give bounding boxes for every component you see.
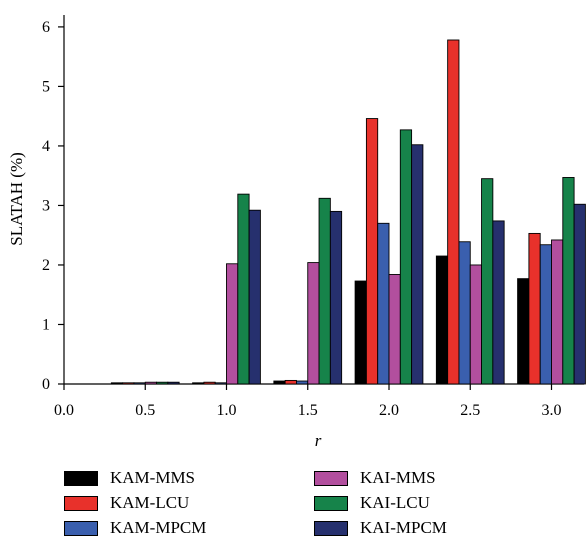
y-axis-label: SLATAH (%) [7,152,26,246]
bar-kam-mpcm [133,382,146,385]
bar-kai-mms [307,262,320,385]
y-tick-label: 5 [42,78,50,95]
bar-kam-mpcm [296,380,309,385]
legend-item: KAM-MPCM [64,518,206,538]
chart: 0 1 2 3 4 5 6 0.0 0.5 1.0 1.5 2.0 2.5 3.0 r SLATAH (%… [7,15,586,450]
bar-kai-lcu [237,193,250,385]
bar-kam-mms [273,380,286,385]
bar-kai-mms [226,263,239,385]
legend-label: KAM-MMS [110,468,196,487]
bar-kam-lcu [203,381,216,385]
bar-kai-mpcm [492,220,505,385]
legend-item: KAM-LCU [64,493,189,513]
x-tick-label: 1.5 [298,402,318,419]
bar-kam-mms [517,278,530,385]
bar-kai-mpcm [411,144,424,385]
x-tick-label: 0.5 [135,402,155,419]
ticks: 0 1 2 3 4 5 6 0.0 0.5 1.0 1.5 2.0 2.5 3.0 [42,19,562,419]
y-tick-label: 2 [42,257,50,274]
legend-swatch [314,495,348,511]
bar-kai-lcu [399,129,413,385]
x-tick-label: 3.0 [542,402,562,419]
legend-swatch [64,470,98,486]
bar-kai-lcu [562,177,575,385]
x-axis-label: r [315,431,322,450]
bar-kai-mpcm [248,209,261,385]
y-tick-label: 0 [42,376,50,393]
y-tick-label: 1 [42,316,50,333]
bar-kai-mms [144,381,158,385]
bar-kai-lcu [481,178,494,385]
legend-swatch [314,520,348,536]
bars [110,39,586,385]
bar-kai-lcu [318,197,331,385]
bar-kai-mms [551,239,564,385]
bar-kam-lcu [284,379,297,385]
bar-kam-lcu [122,382,135,385]
legend-label: KAM-MPCM [110,518,207,537]
bar-kam-mms [110,382,124,385]
legend-label: KAI-MPCM [360,518,447,537]
bar-kai-mpcm [329,210,343,385]
bar-kam-lcu [365,118,379,385]
legend-swatch [314,470,348,486]
bar-kai-mpcm [167,381,180,385]
bar-kam-mms [354,280,367,385]
legend-label: KAM-LCU [110,493,190,512]
bar-kai-mpcm [573,203,586,385]
bar-kam-mpcm [377,222,390,385]
bar-kam-lcu [528,232,541,385]
legend-label: KAI-MMS [360,468,436,487]
legend-item: KAM-MMS [64,468,195,488]
bar-kam-mms [435,255,449,385]
bar-kai-lcu [156,381,169,385]
legend-item: KAI-MPCM [314,518,447,538]
y-tick-label: 3 [42,197,50,214]
bar-kam-mpcm [214,382,227,385]
x-tick-label: 2.0 [379,402,399,419]
legend-label: KAI-LCU [360,493,430,512]
legend-swatch [64,520,98,536]
bar-kam-lcu [447,39,460,385]
x-tick-label: 1.0 [217,402,237,419]
y-tick-label: 6 [42,19,50,36]
bar-kai-mms [388,274,401,385]
y-tick-label: 4 [42,138,50,155]
legend-item: KAI-MMS [314,468,436,488]
bar-kai-mms [469,264,483,385]
x-tick-label: 2.5 [460,402,480,419]
x-tick-label: 0.0 [54,402,74,419]
bar-kam-mms [192,382,205,385]
bar-kam-mpcm [458,241,471,385]
bar-kam-mpcm [539,244,552,385]
legend-item: KAI-LCU [314,493,430,513]
legend-swatch [64,495,98,511]
